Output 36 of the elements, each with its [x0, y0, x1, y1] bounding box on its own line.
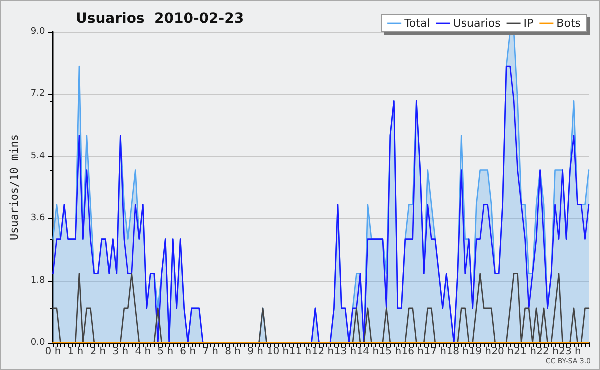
x-tick-label: 17 h — [424, 346, 447, 358]
x-tick-label: 9 h — [248, 346, 264, 358]
x-tick-label: 6 h — [180, 346, 196, 358]
x-tick-label: 16 h — [402, 346, 424, 358]
legend-label: IP — [524, 17, 534, 30]
x-tick-label: 0 h — [45, 346, 62, 358]
x-tick-label: 18 h — [446, 346, 469, 358]
y-tick-label: 1.8 — [30, 276, 46, 286]
x-tick-label: 12 h — [312, 346, 334, 358]
x-tick-label: 14 h — [356, 346, 380, 358]
x-tick-label: 21 h — [514, 346, 536, 358]
legend-label: Usuarios — [453, 17, 502, 30]
x-tick-label: 11 h — [289, 346, 312, 358]
x-tick-label: 15 h — [379, 346, 402, 358]
x-tick-label: 19 h — [469, 346, 492, 358]
y-tick-label: 9.0 — [30, 27, 46, 37]
x-tick-label: 1 h — [68, 346, 84, 358]
x-tick-label: 20 h — [492, 346, 514, 358]
y-tick-label: 5.4 — [30, 151, 46, 162]
y-tick-label: 0.0 — [30, 338, 46, 348]
chart-title: Usuarios 2010-02-23 — [76, 11, 244, 27]
x-tick-label: 13 h — [334, 346, 357, 358]
legend-label: Total — [404, 17, 430, 30]
x-tick-label: 22 h — [536, 346, 559, 358]
x-tick-label: 2 h — [90, 346, 106, 358]
y-tick-label: 7.2 — [30, 89, 46, 100]
x-tick-label: 4 h — [135, 346, 152, 358]
x-tick-label: 3 h — [112, 346, 129, 358]
x-tick-label: 10 h — [266, 346, 290, 358]
x-tick-label: 8 h — [225, 346, 242, 358]
y-tick-label: 3.6 — [30, 214, 46, 224]
x-tick-label: 7 h — [202, 346, 219, 358]
x-tick-label: 5 h — [158, 346, 174, 358]
x-tick-label: 23 h — [559, 346, 582, 358]
y-axis-title: Usuarios/10 mins — [8, 134, 21, 240]
legend-label: Bots — [556, 17, 582, 30]
